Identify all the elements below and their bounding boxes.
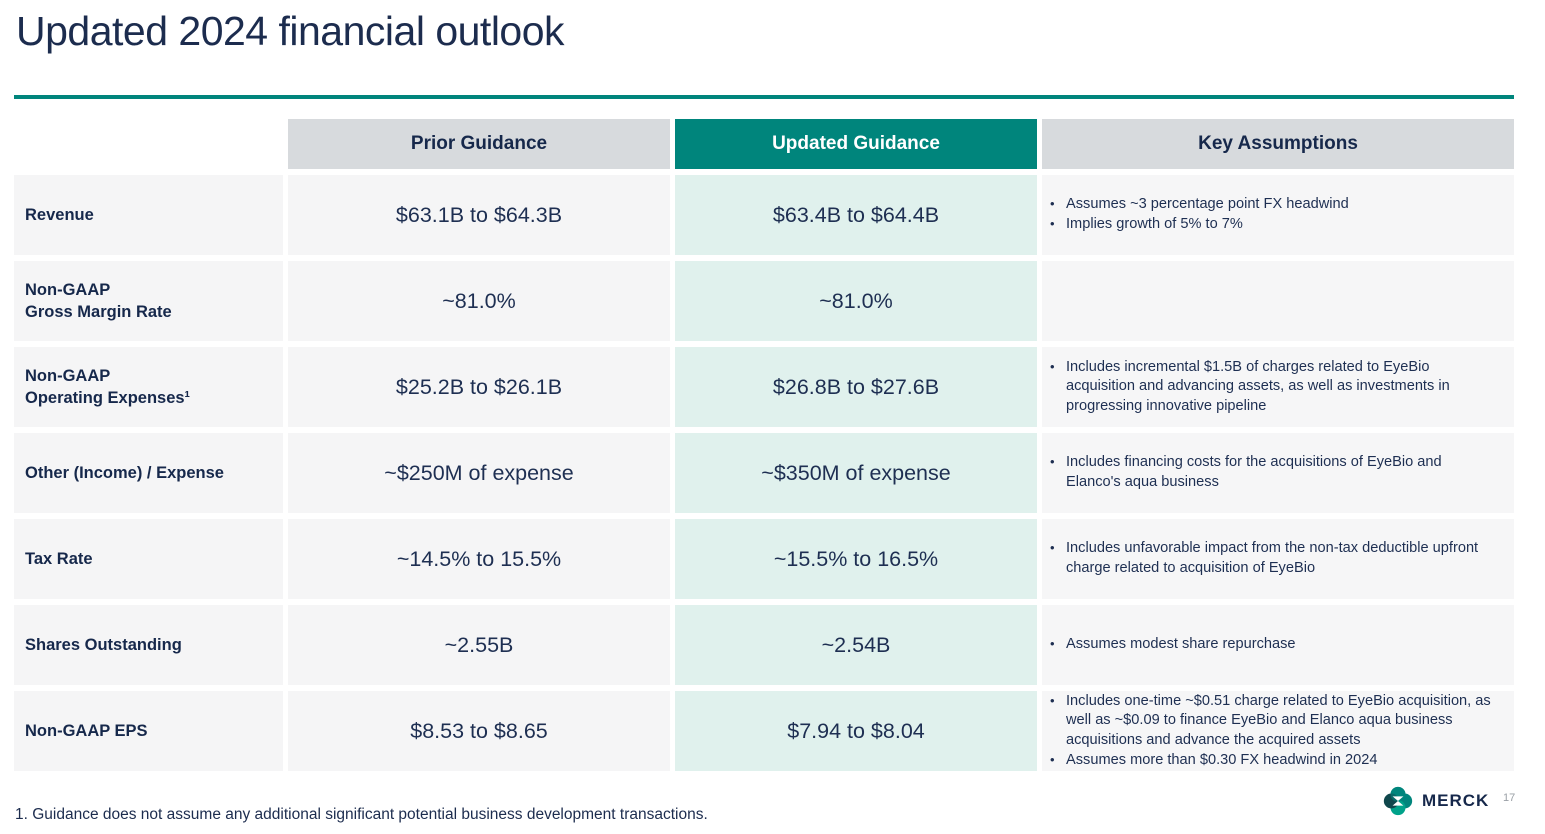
row-label: Non-GAAP EPS [14,691,283,771]
column-header-prior-guidance: Prior Guidance [288,119,670,169]
assumption-bullet-list: Assumes modest share repurchase [1042,635,1296,655]
updated-guidance-value: ~81.0% [675,261,1037,341]
row-label: Shares Outstanding [14,605,283,685]
prior-guidance-value: $63.1B to $64.3B [288,175,670,255]
assumption-bullet-list: Assumes ~3 percentage point FX headwindI… [1042,195,1349,234]
key-assumptions-cell: Includes unfavorable impact from the non… [1042,519,1514,599]
assumption-bullet-item: Assumes modest share repurchase [1042,635,1296,655]
updated-guidance-value: ~2.54B [675,605,1037,685]
prior-guidance-value: ~2.55B [288,605,670,685]
title-divider [14,95,1514,99]
updated-guidance-value: $26.8B to $27.6B [675,347,1037,427]
key-assumptions-cell: Assumes modest share repurchase [1042,605,1514,685]
key-assumptions-cell: Includes incremental $1.5B of charges re… [1042,347,1514,427]
assumption-bullet-item: Assumes more than $0.30 FX headwind in 2… [1042,751,1500,771]
assumption-bullet-item: Includes unfavorable impact from the non… [1042,539,1500,578]
prior-guidance-value: ~14.5% to 15.5% [288,519,670,599]
assumption-bullet-list: Includes financing costs for the acquisi… [1042,453,1500,492]
updated-guidance-value: $63.4B to $64.4B [675,175,1037,255]
guidance-table: Prior Guidance Updated Guidance Key Assu… [14,119,1514,771]
footnote: 1. Guidance does not assume any addition… [15,806,708,823]
assumption-bullet-item: Includes one-time ~$0.51 charge related … [1042,692,1500,751]
assumption-bullet-item: Implies growth of 5% to 7% [1042,215,1349,235]
assumption-bullet-list: Includes one-time ~$0.51 charge related … [1042,692,1500,770]
row-label: Tax Rate [14,519,283,599]
prior-guidance-value: ~81.0% [288,261,670,341]
prior-guidance-value: $25.2B to $26.1B [288,347,670,427]
column-header-updated-guidance: Updated Guidance [675,119,1037,169]
key-assumptions-cell: Includes financing costs for the acquisi… [1042,433,1514,513]
key-assumptions-cell: Assumes ~3 percentage point FX headwindI… [1042,175,1514,255]
updated-guidance-value: ~$350M of expense [675,433,1037,513]
assumption-bullet-item: Includes incremental $1.5B of charges re… [1042,358,1500,417]
updated-guidance-value: ~15.5% to 16.5% [675,519,1037,599]
key-assumptions-cell: Includes one-time ~$0.51 charge related … [1042,691,1514,771]
brand-wordmark: MERCK [1422,791,1490,810]
row-label: Non-GAAP Operating Expenses¹ [14,347,283,427]
row-label: Revenue [14,175,283,255]
updated-guidance-value: $7.94 to $8.04 [675,691,1037,771]
column-header-key-assumptions: Key Assumptions [1042,119,1514,169]
prior-guidance-value: $8.53 to $8.65 [288,691,670,771]
page-number: 17 [1503,792,1516,804]
page-title: Updated 2024 financial outlook [16,8,565,54]
assumption-bullet-list: Includes unfavorable impact from the non… [1042,539,1500,578]
row-label: Non-GAAP Gross Margin Rate [14,261,283,341]
key-assumptions-cell [1042,261,1514,341]
brand-footer: MERCK [1383,786,1489,816]
row-label: Other (Income) / Expense [14,433,283,513]
assumption-bullet-item: Includes financing costs for the acquisi… [1042,453,1500,492]
assumption-bullet-list: Includes incremental $1.5B of charges re… [1042,358,1500,417]
merck-logo-icon [1383,786,1413,816]
prior-guidance-value: ~$250M of expense [288,433,670,513]
header-spacer [14,119,283,169]
assumption-bullet-item: Assumes ~3 percentage point FX headwind [1042,195,1349,215]
